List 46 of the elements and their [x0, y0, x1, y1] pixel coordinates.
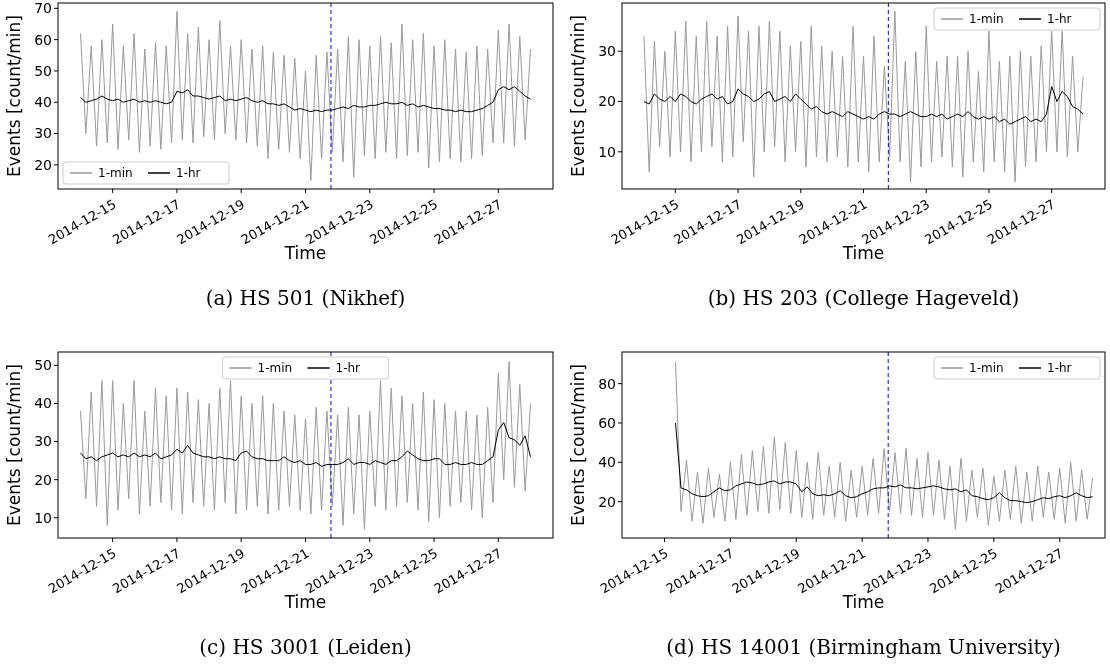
text: (a) HS 501 (Nikhef): [205, 286, 406, 310]
y-axis-title: Events [count/min]: [568, 364, 588, 526]
y-tick-label: 80: [598, 375, 616, 392]
x-axis-title: Time: [841, 243, 885, 263]
legend-label: 1-hr: [1047, 361, 1072, 376]
legend-label: 1-min: [257, 361, 293, 376]
y-tick-label: 10: [34, 509, 52, 526]
y-tick-label: 50: [34, 62, 52, 79]
legend-label: 1-hr: [1047, 12, 1072, 27]
y-tick-label: 20: [598, 93, 616, 110]
legend-label: 1-hr: [335, 361, 361, 376]
y-tick-label: 30: [34, 433, 52, 450]
legend-label: 1-min: [98, 166, 133, 181]
y-tick-label: 70: [34, 0, 52, 17]
line-series: [80, 86, 531, 113]
line-series: [80, 361, 531, 530]
legend-label: 1-min: [969, 361, 1004, 376]
text: (d) HS 14001 (Birmingham University): [666, 635, 1061, 659]
line-series: [675, 361, 1094, 530]
y-tick-label: 60: [598, 414, 616, 431]
text: (b) HS 203 (College Hageveld): [707, 286, 1020, 310]
line-series: [80, 422, 531, 467]
y-tick-label: 20: [34, 156, 52, 173]
y-tick-label: 20: [598, 493, 616, 510]
y-tick-label: 30: [34, 125, 52, 142]
y-tick-label: 40: [598, 454, 616, 471]
y-tick-label: 60: [34, 31, 52, 48]
y-tick-label: 40: [34, 395, 52, 412]
y-axis-title: Events [count/min]: [4, 364, 24, 526]
x-axis-title: Time: [283, 592, 327, 612]
line-series: [80, 10, 531, 182]
line-series: [643, 10, 1084, 183]
y-tick-label: 50: [34, 357, 52, 374]
legend-label: 1-min: [969, 12, 1004, 27]
y-axis-title: Events [count/min]: [568, 15, 588, 177]
line-series: [675, 422, 1094, 504]
line-series: [643, 85, 1084, 125]
x-axis-title: Time: [283, 243, 327, 263]
text: (c) HS 3001 (Leiden): [199, 635, 412, 659]
y-tick-label: 40: [34, 94, 52, 111]
y-tick-label: 10: [598, 143, 616, 160]
y-axis-title: Events [count/min]: [4, 15, 24, 177]
y-tick-label: 30: [598, 43, 616, 60]
legend-label: 1-hr: [176, 166, 201, 181]
x-axis-title: Time: [841, 592, 885, 612]
y-tick-label: 20: [34, 471, 52, 488]
